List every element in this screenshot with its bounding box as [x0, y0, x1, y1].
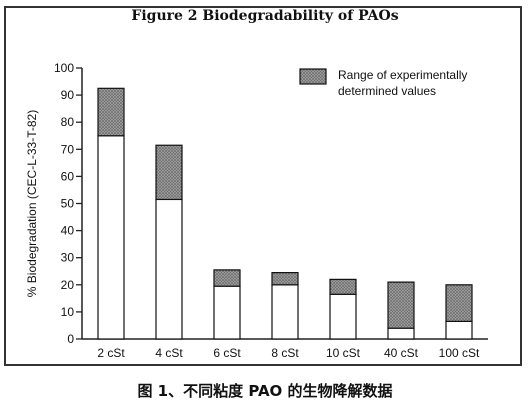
bar-range [329, 278, 357, 295]
x-tick-label: 100 cSt [439, 346, 480, 360]
figure-caption: 图 1、不同粘度 PAO 的生物降解数据 [137, 382, 393, 400]
bar-range [213, 269, 241, 287]
y-tick-label: 40 [61, 224, 75, 238]
x-tick-label: 40 cSt [384, 346, 419, 360]
biodegradability-chart: 0 10 20 30 40 50 60 70 80 90 100 % Biodegradation (… [25, 61, 488, 360]
bar-base [155, 198, 183, 340]
figure-title: Figure 2 Biodegradability of PAOs [131, 8, 399, 24]
y-tick-label: 50 [61, 197, 75, 211]
x-tick-label: 8 cSt [271, 346, 299, 360]
bar-range [445, 284, 473, 322]
bar-range [271, 272, 299, 286]
legend-swatch [299, 68, 327, 85]
legend-label-line2: determined values [338, 84, 436, 98]
bar-base [271, 284, 299, 340]
bar-range [155, 144, 183, 201]
legend-label-line1: Range of experimentally [338, 68, 467, 82]
x-tick-label: 6 cSt [213, 346, 241, 360]
bar-base [97, 135, 125, 340]
y-tick-label: 70 [61, 142, 75, 156]
x-tick-label: 2 cSt [97, 346, 125, 360]
y-tick-label: 100 [54, 61, 74, 75]
bar-range [387, 281, 415, 329]
y-tick-label: 90 [61, 88, 75, 102]
y-tick-label: 60 [61, 169, 75, 183]
bar-base [445, 320, 473, 340]
bar-base [329, 293, 357, 340]
y-tick-label: 20 [61, 278, 75, 292]
x-tick-label: 10 cSt [326, 346, 361, 360]
x-tick-label: 4 cSt [155, 346, 183, 360]
y-tick-label: 10 [61, 305, 75, 319]
y-tick-label: 80 [61, 115, 75, 129]
y-tick-label: 0 [67, 332, 74, 346]
bar-range [97, 87, 125, 137]
bar-base [213, 285, 241, 340]
bar-base [387, 327, 415, 340]
y-axis-label: % Biodegradation (CEC-L-33-T-82) [25, 110, 39, 297]
y-tick-label: 30 [61, 251, 75, 265]
figure-frame [4, 6, 522, 366]
